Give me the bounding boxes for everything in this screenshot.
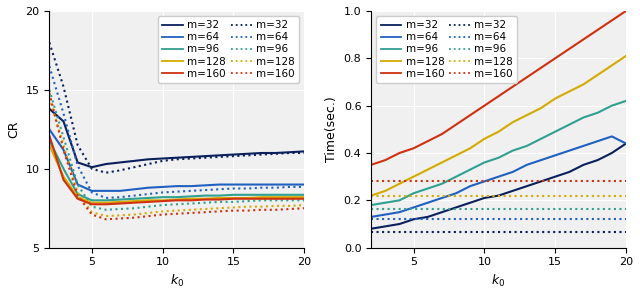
Y-axis label: Time(sec.): Time(sec.)	[325, 96, 338, 162]
X-axis label: $k_0$: $k_0$	[492, 273, 506, 289]
Legend: m=32, m=64, m=96, m=128, m=160, m=32, m=64, m=96, m=128, m=160: m=32, m=64, m=96, m=128, m=160, m=32, m=…	[158, 16, 299, 83]
Y-axis label: CR: CR	[7, 120, 20, 138]
X-axis label: $k_0$: $k_0$	[170, 273, 184, 289]
Legend: m=32, m=64, m=96, m=128, m=160, m=32, m=64, m=96, m=128, m=160: m=32, m=64, m=96, m=128, m=160, m=32, m=…	[376, 16, 517, 83]
